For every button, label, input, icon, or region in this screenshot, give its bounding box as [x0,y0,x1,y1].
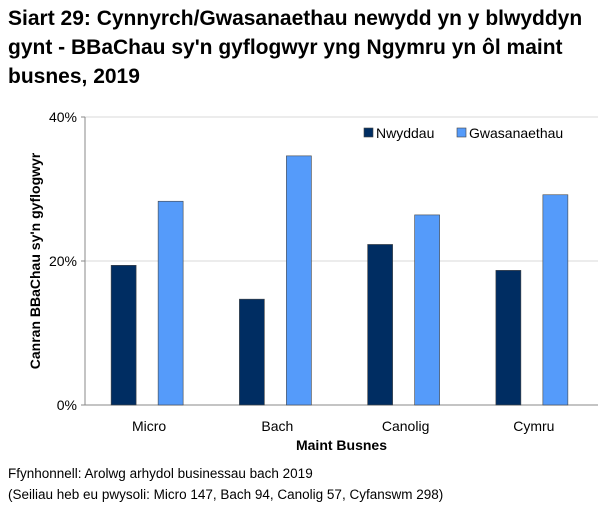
bar-gwasanaethau-bach [286,155,312,406]
y-axis-title: Canran BBaChau sy'n gyflogwyr [27,152,43,369]
x-axis-title: Maint Busnes [296,437,387,453]
x-tick-label: Micro [132,418,166,434]
bar-nwyddau-canolig [367,244,393,406]
bar-gwasanaethau-canolig [414,214,440,406]
legend-swatch-nwyddau [363,127,374,138]
bar-nwyddau-micro [110,265,137,406]
x-tick-label: Cymru [513,418,554,434]
bar-gwasanaethau-cymru [542,194,569,406]
legend-label-gwasanaethau: Gwasanaethau [469,125,563,141]
chart-title: Siart 29: Cynnyrch/Gwasanaethau newydd y… [8,7,583,88]
legend-swatch-gwasanaethau [456,127,467,138]
y-tick-label: 20% [49,253,77,269]
legend-label-nwyddau: Nwyddau [376,125,434,141]
note-text: (Seiliau heb eu pwysoli: Micro 147, Bach… [8,487,444,502]
y-tick-label: 40% [49,109,77,125]
bar-gwasanaethau-micro [157,200,184,406]
y-tick-label: 0% [57,397,77,413]
x-tick-label: Canolig [382,418,429,434]
source-text: Ffynhonnell: Arolwg arhydol businessau b… [8,466,313,481]
bar-nwyddau-cymru [495,270,522,406]
bar-nwyddau-bach [239,298,265,406]
x-tick-label: Bach [261,418,293,434]
